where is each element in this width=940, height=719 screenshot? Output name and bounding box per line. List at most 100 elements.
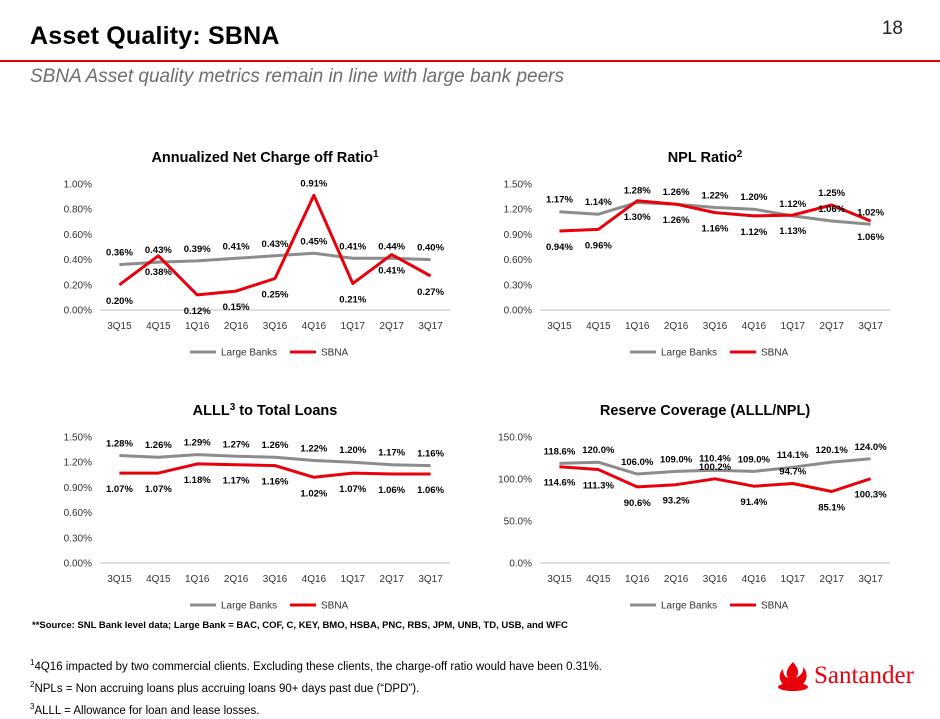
chart-title-text: ALLL [193,403,230,419]
data-label: 1.26% [145,440,172,451]
data-label: 1.17% [378,448,405,459]
data-label: 1.20% [339,445,366,456]
legend-label: SBNA [761,348,789,359]
data-label: 0.96% [585,240,612,251]
title-divider [0,60,940,62]
y-tick-label: 0.00% [64,559,92,570]
chart-title: Annualized Net Charge off Ratio1 [151,149,379,166]
x-tick-label: 2Q17 [819,574,844,585]
x-tick-label: 4Q16 [742,574,767,585]
data-label: 1.13% [779,226,806,237]
x-tick-label: 1Q16 [625,321,650,332]
chart-title: ALLL3 to Total Loans [193,402,338,419]
source-note: **Source: SNL Bank level data; Large Ban… [32,620,568,631]
data-label: 1.06% [417,485,444,496]
data-label: 109.0% [660,454,693,465]
data-label: 0.36% [106,248,133,259]
data-label: 106.0% [621,457,654,468]
page-title: Asset Quality: SBNA [30,22,280,50]
data-label: 1.22% [300,444,327,455]
y-tick-label: 1.00% [64,180,92,191]
y-tick-label: 0.90% [64,483,92,494]
data-label: 109.0% [738,454,771,465]
series-line-large-banks [559,457,871,476]
data-label: 1.28% [624,185,651,196]
y-tick-label: 1.20% [64,458,92,469]
data-label: 114.6% [544,478,576,489]
data-label: 0.43% [145,245,172,256]
chart-title-text: NPL Ratio [668,150,737,166]
data-label: 1.06% [857,232,884,243]
x-tick-label: 2Q16 [664,574,689,585]
data-label: 114.1% [777,450,809,461]
y-tick-label: 100.0% [498,475,532,486]
y-tick-label: 0.00% [504,306,532,317]
footnotes: 14Q16 impacted by two commercial clients… [30,654,602,719]
data-label: 0.41% [223,241,250,252]
chart-npl-ratio: NPL Ratio2 0.00% 0.30% 0.60% 0.90% 1.20% 1.50%… [470,140,900,370]
y-tick-label: 1.50% [64,433,92,444]
series-line-sbna [119,462,431,479]
x-tick-label: 2Q16 [224,574,249,585]
data-label: 1.16% [262,477,289,488]
logo-text: Santander [814,662,914,689]
data-label: 1.17% [546,195,573,206]
x-tick-label: 3Q15 [107,321,132,332]
x-tick-label: 2Q17 [379,574,404,585]
data-label: 1.17% [223,476,250,487]
data-label: 1.22% [702,191,729,202]
footnote-2: 2NPLs = Non accruing loans plus accruing… [30,679,420,695]
data-label: 0.91% [300,178,327,189]
y-tick-label: 0.60% [64,508,92,519]
data-label: 118.6% [544,446,576,457]
data-label: 0.38% [145,267,172,278]
y-tick-label: 0.30% [64,533,92,544]
data-label: 1.14% [585,197,612,208]
data-label: 1.29% [184,438,211,449]
chart-legend: Large Banks SBNA [190,348,349,359]
data-label: 0.39% [184,244,211,255]
y-tick-label: 0.40% [64,255,92,266]
y-tick-label: 1.20% [504,205,532,216]
x-tick-label: 3Q17 [858,321,883,332]
chart-net-charge-off-ratio: Annualized Net Charge off Ratio1 0.00% 0.2… [30,140,460,370]
data-label: 0.45% [300,236,327,247]
x-tick-label: 3Q15 [107,574,132,585]
x-tick-label: 1Q17 [341,321,366,332]
data-label: 1.06% [378,485,405,496]
data-label: 120.1% [816,445,849,456]
x-tick-label: 3Q17 [418,574,443,585]
data-label: 1.20% [740,192,767,203]
data-label: 0.40% [417,243,444,254]
x-tick-label: 4Q16 [742,321,767,332]
x-tick-label: 1Q17 [341,574,366,585]
data-label: 0.20% [106,296,133,307]
x-tick-label: 1Q16 [625,574,650,585]
data-label: 0.27% [417,287,444,298]
data-label: 1.16% [702,224,729,235]
data-label: 100.2% [699,462,732,473]
data-label: 1.07% [106,484,133,495]
series-line-sbna [559,199,872,233]
chart-title-text: Annualized Net Charge off Ratio [151,150,373,166]
data-label: 0.41% [378,266,405,277]
legend-label: SBNA [321,348,349,359]
x-tick-label: 3Q15 [547,574,572,585]
data-label: 120.0% [582,445,615,456]
data-label: 1.02% [300,488,327,499]
footnote-1: 14Q16 impacted by two commercial clients… [30,658,602,673]
data-label: 1.26% [262,440,289,451]
data-label: 1.27% [223,439,250,450]
data-label: 0.25% [262,290,289,301]
x-tick-label: 2Q17 [379,321,404,332]
y-tick-label: 50.0% [504,517,532,528]
santander-logo: Santander [776,660,926,694]
chart-title-superscript: 2 [737,149,743,160]
x-tick-label: 4Q15 [586,574,611,585]
x-tick-label: 4Q16 [302,574,327,585]
page-subtitle: SBNA Asset quality metrics remain in lin… [30,66,564,87]
x-tick-label: 3Q16 [263,321,288,332]
data-label: 1.07% [339,484,366,495]
data-label: 1.18% [184,475,211,486]
legend-label: Large Banks [661,348,717,359]
